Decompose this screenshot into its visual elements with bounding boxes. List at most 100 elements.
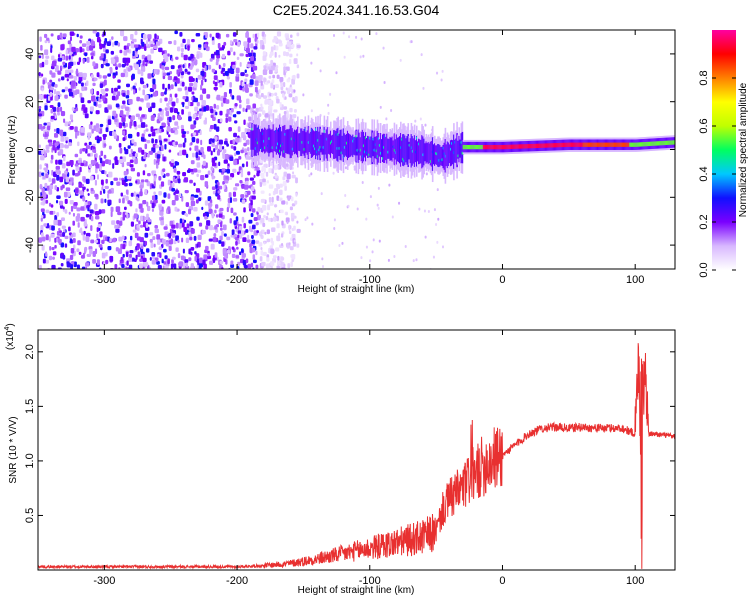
- spectrogram-cell: [68, 55, 71, 60]
- spectrogram-cell: [92, 82, 96, 87]
- spectrogram-cell: [342, 31, 345, 35]
- spectrogram-cell: [403, 134, 405, 167]
- spectrogram-cell: [115, 206, 121, 213]
- spectrogram-cell: [383, 81, 386, 85]
- spectrogram-cell: [518, 144, 521, 149]
- spectrogram-cell: [271, 227, 276, 233]
- spectrogram-cell: [336, 128, 338, 161]
- spectrogram-cell: [192, 132, 197, 136]
- spectrogram-cell: [519, 144, 522, 149]
- spectrogram-cell: [228, 127, 232, 132]
- spectrogram-cell: [222, 149, 227, 154]
- spectrogram-cell: [255, 222, 259, 226]
- spectrogram-cell: [158, 114, 161, 119]
- spectrogram-cell: [62, 206, 65, 210]
- spectrogram-cell: [298, 133, 300, 151]
- spectrogram-cell: [59, 149, 64, 156]
- spectrogram-cell: [160, 181, 165, 187]
- spectrogram-cell: [270, 129, 273, 153]
- spectrogram-cell: [449, 140, 452, 167]
- spectrogram-cell: [406, 136, 408, 165]
- spectrogram-cell: [404, 135, 406, 165]
- spectrogram-cell: [156, 261, 160, 265]
- spectrogram-cell: [194, 267, 198, 269]
- spectrogram-cell: [69, 254, 74, 260]
- spectrogram-cell: [177, 115, 182, 121]
- spectrogram-cell: [283, 62, 287, 67]
- spectrogram-cell: [78, 251, 82, 255]
- spectrogram-cell: [188, 208, 192, 215]
- spectrogram-y-label: Frequency (Hz): [7, 116, 18, 185]
- spectrogram-cell: [129, 122, 132, 129]
- spectrogram-cell: [184, 137, 187, 143]
- spectrogram-cell: [662, 140, 664, 146]
- spectrogram-cell: [225, 117, 228, 123]
- spectrogram-cell: [651, 141, 654, 146]
- spectrogram-cell: [77, 240, 81, 246]
- spectrogram-cell: [243, 223, 246, 229]
- spectrogram-cell: [247, 234, 250, 240]
- spectrogram-cell: [102, 46, 107, 53]
- spectrogram-cell: [60, 44, 65, 51]
- spectrogram-cell: [333, 227, 336, 231]
- spectrogram-cell: [138, 203, 143, 209]
- spectrogram-cell: [95, 215, 100, 220]
- spectrogram-cell: [171, 224, 176, 229]
- spectrogram-cell: [256, 230, 260, 234]
- spectrogram-cell: [107, 190, 112, 194]
- spectrogram-cell: [139, 184, 144, 189]
- spectrogram-cell: [349, 134, 351, 158]
- spectrogram-cell: [410, 134, 413, 168]
- spectrogram-cell: [75, 68, 79, 75]
- spectrogram-cell: [214, 81, 218, 87]
- spectrogram-cell: [88, 164, 92, 169]
- spectrogram-cell: [208, 202, 213, 207]
- spectrogram-cell: [82, 58, 85, 64]
- spectrogram-cell: [378, 139, 381, 157]
- spectrogram-cell: [513, 144, 516, 149]
- spectrogram-cell: [136, 246, 140, 251]
- spectrogram-cell: [210, 166, 214, 171]
- spectrogram-cell: [661, 141, 663, 146]
- spectrogram-cell: [205, 105, 210, 111]
- spectrogram-cell: [199, 257, 203, 264]
- spectrogram-cell: [154, 130, 160, 134]
- spectrogram-cell: [260, 92, 264, 98]
- spectrogram-cell: [278, 42, 283, 47]
- spectrogram-cell: [49, 87, 54, 91]
- spectrogram-cell: [456, 133, 458, 168]
- spectrogram-cell: [192, 113, 197, 119]
- spectrogram-cell: [111, 95, 116, 101]
- spectrogram-cell: [348, 35, 351, 39]
- spectrogram-cell: [135, 254, 138, 261]
- spectrogram-cell: [325, 129, 328, 159]
- spectrogram-cell: [152, 78, 156, 85]
- spectrogram-cell: [235, 216, 239, 222]
- spectrogram-cell: [273, 109, 278, 113]
- spectrogram-cell: [233, 187, 238, 191]
- colorbar-tick-label: 0.6: [698, 118, 710, 133]
- spectrogram-cell: [302, 93, 305, 97]
- spectrogram-cell: [358, 132, 361, 160]
- spectrogram-cell: [125, 57, 131, 64]
- spectrogram-cell: [367, 135, 369, 158]
- spectrogram-cell: [187, 101, 191, 107]
- spectrogram-cell: [163, 248, 167, 253]
- spectrogram-cell: [136, 132, 140, 137]
- spectrogram-cell: [289, 34, 293, 38]
- spectrogram-cell: [122, 197, 125, 204]
- spectrogram-cell: [79, 46, 83, 53]
- spectrogram-cell: [545, 143, 548, 148]
- spectrogram-cell: [122, 121, 126, 127]
- spectrogram-cell: [318, 131, 320, 156]
- spectrogram-cell: [45, 209, 50, 214]
- spectrogram-cell: [319, 69, 322, 73]
- spectrogram-cell: [122, 57, 127, 64]
- spectrogram-cell: [320, 192, 323, 196]
- spectrogram-cell: [41, 61, 45, 68]
- spectrogram-cell: [598, 142, 601, 147]
- spectrogram-cell: [51, 72, 56, 78]
- spectrogram-cell: [240, 72, 245, 77]
- spectrogram-cell: [228, 88, 232, 94]
- spectrogram-cell: [210, 150, 213, 156]
